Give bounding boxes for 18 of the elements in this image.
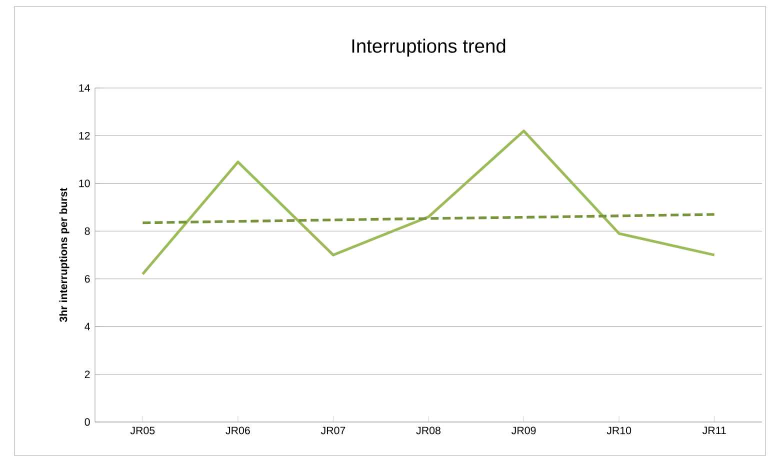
x-tick-label: JR06 xyxy=(226,426,250,434)
chart-title: Interruptions trend xyxy=(352,38,506,57)
y-tick-label: 14 xyxy=(79,84,90,92)
y-tick-label: 12 xyxy=(79,132,90,140)
x-tick-label: JR05 xyxy=(130,426,155,434)
y-tick-label: 6 xyxy=(84,275,90,283)
y-tick-label: 8 xyxy=(84,227,90,235)
y-axis-title: 3hr interruptions per burst xyxy=(59,188,70,322)
x-tick-label: JR08 xyxy=(416,426,440,434)
y-tick-label: 2 xyxy=(84,370,90,378)
x-tick-label: JR11 xyxy=(702,426,726,434)
x-tick-label: JR09 xyxy=(512,426,536,434)
x-tick-label: JR10 xyxy=(606,426,632,434)
line-series xyxy=(141,130,716,276)
x-tick-label: JR07 xyxy=(320,426,346,434)
y-tick-label: 10 xyxy=(79,180,90,188)
y-tick-label: 4 xyxy=(84,322,90,330)
y-tick-label: 0 xyxy=(84,418,90,426)
